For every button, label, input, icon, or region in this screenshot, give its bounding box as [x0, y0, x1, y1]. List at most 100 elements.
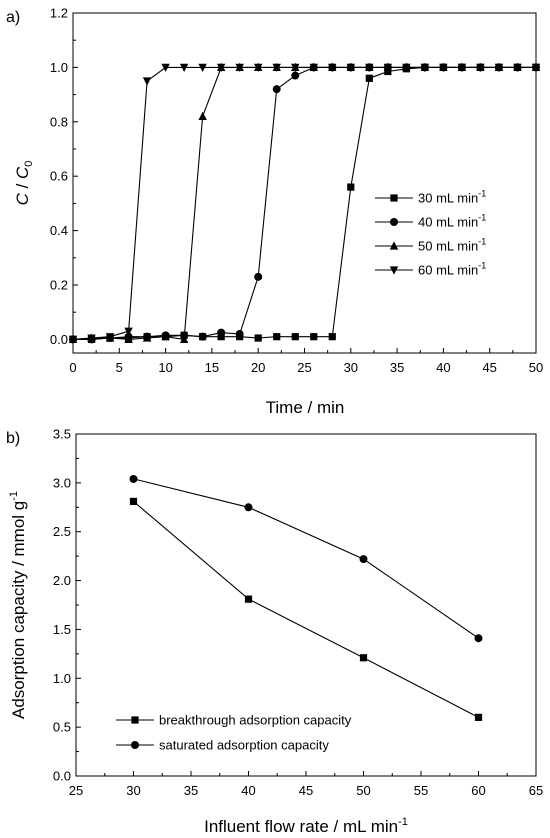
y-tick-label: 0.6	[50, 169, 68, 184]
y-tick-label: 0.2	[50, 278, 68, 293]
x-tick-label: 25	[69, 783, 83, 798]
data-point	[359, 555, 368, 564]
axis-ticks-a: 0 5 10 15 20 25 30 35 40 45 50 0.0 0.2 0.4 0.6 0.8 1.0 1.…	[50, 6, 543, 376]
legend-marker	[389, 241, 399, 250]
data-point	[244, 595, 253, 603]
x-tick-label: 60	[471, 783, 485, 798]
legend-marker	[131, 741, 139, 749]
data-point	[494, 63, 504, 72]
data-point	[198, 63, 207, 72]
y-tick-label: 2.5	[53, 524, 71, 539]
y-tick-label: 3.5	[53, 427, 71, 442]
legend-entry: 50 mL min-1	[418, 237, 486, 254]
data-point	[309, 63, 318, 72]
x-tick-label: 5	[116, 360, 123, 375]
x-tick-label: 15	[205, 360, 219, 375]
data-point	[161, 332, 170, 341]
plot-frame-a	[72, 12, 537, 354]
y-axis-label-a-c0: C	[13, 166, 32, 179]
data-point	[129, 497, 138, 506]
legend-entry: breakthrough adsorption capacity	[159, 713, 352, 728]
data-point	[216, 63, 226, 72]
data-point	[359, 654, 368, 662]
y-axis-label-a-sub: 0	[23, 161, 35, 167]
x-axis-label-b-main: Influent flow rate / mL min	[204, 817, 398, 836]
x-tick-label: 0	[69, 360, 76, 375]
data-point	[105, 333, 115, 342]
data-point	[198, 111, 207, 120]
series-a	[68, 62, 541, 344]
panel-b-label: b)	[6, 430, 20, 447]
data-point	[244, 503, 253, 512]
data-point	[291, 333, 299, 341]
series-triangle-down	[68, 63, 541, 344]
x-tick-label: 25	[297, 360, 311, 375]
data-point	[365, 63, 374, 72]
legend-entry: saturated adsorption capacity	[159, 738, 329, 753]
data-point	[142, 77, 152, 86]
x-tick-label: 30	[344, 360, 358, 375]
y-tick-label: 0.0	[53, 769, 71, 784]
data-point	[476, 63, 485, 72]
data-point	[439, 63, 448, 72]
x-axis-label-b: Influent flow rate / mL min-1	[204, 816, 408, 836]
legend-marker	[389, 266, 399, 275]
data-point	[124, 334, 133, 343]
y-axis-label-b-main: Adsorption capacity / mmol g	[9, 501, 28, 719]
data-point	[161, 63, 170, 72]
x-tick-label: 50	[529, 360, 543, 375]
x-tick-label: 65	[529, 783, 543, 798]
chart-b: b) 25 30 35 40 45 50 55 60 65 0.0 0.5 1.0 1.5 2.0 2.5 3…	[6, 427, 543, 837]
data-point	[129, 474, 138, 483]
legend-entry: 40 mL min-1	[418, 213, 486, 230]
data-point	[328, 63, 337, 72]
y-axis-label-b: Adsorption capacity / mmol g-1	[8, 491, 28, 719]
x-tick-label: 55	[414, 783, 428, 798]
data-point	[346, 63, 355, 72]
data-point	[179, 63, 189, 72]
legend-a: 30 mL min-1 40 mL min-1 50 mL min-1 60 mL m…	[375, 189, 486, 278]
y-axis-label-a-c: C	[13, 192, 32, 205]
data-point	[420, 63, 430, 72]
data-point	[142, 333, 152, 342]
y-tick-label: 1.0	[50, 60, 68, 75]
data-point	[179, 334, 189, 343]
data-point	[531, 63, 541, 72]
y-axis-label-a: C / C0	[13, 161, 35, 206]
legend-b: breakthrough adsorption capacity saturate…	[116, 713, 352, 753]
x-tick-label: 10	[158, 360, 172, 375]
data-point	[254, 272, 263, 281]
legend-marker	[131, 716, 139, 724]
data-point	[217, 333, 225, 341]
data-point	[328, 333, 336, 341]
y-tick-label: 0.0	[50, 332, 68, 347]
legend-entry: 60 mL min-1	[418, 261, 486, 278]
data-point	[310, 333, 318, 341]
series-line	[133, 500, 479, 718]
data-point	[513, 63, 522, 72]
series-line	[133, 478, 479, 639]
series-b	[129, 474, 483, 721]
data-point	[402, 63, 411, 72]
y-axis-label-a-sep: /	[13, 179, 32, 193]
series-square	[129, 497, 483, 721]
data-point	[291, 71, 300, 80]
x-axis-label-b-sup: -1	[398, 816, 408, 828]
x-tick-label: 30	[126, 783, 140, 798]
y-tick-label: 1.0	[53, 671, 71, 686]
data-point	[457, 63, 467, 72]
x-tick-label: 40	[436, 360, 450, 375]
data-point	[68, 335, 78, 344]
data-point	[474, 634, 483, 643]
y-tick-label: 1.5	[53, 622, 71, 637]
data-point	[217, 328, 226, 337]
x-tick-label: 45	[299, 783, 313, 798]
legend-marker	[390, 218, 398, 226]
data-point	[254, 334, 262, 342]
series-circle	[129, 474, 483, 643]
data-point	[124, 327, 133, 336]
data-point	[254, 63, 263, 72]
y-tick-label: 0.5	[53, 720, 71, 735]
y-tick-label: 2.0	[53, 573, 71, 588]
y-tick-label: 1.2	[50, 6, 68, 21]
